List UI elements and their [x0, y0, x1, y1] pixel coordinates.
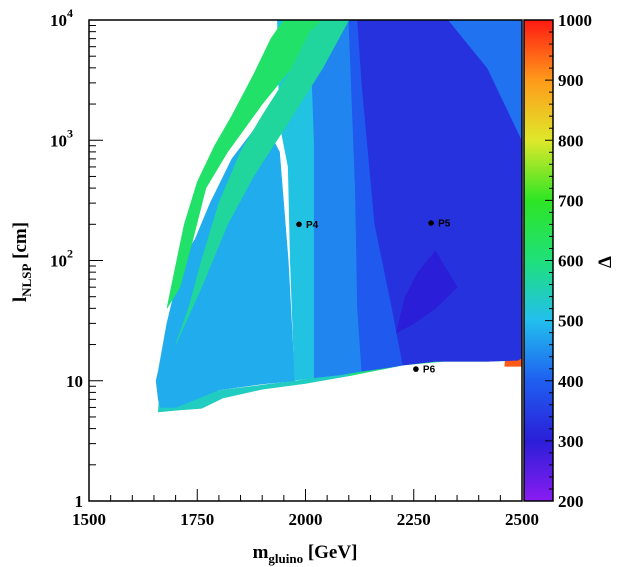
point-p5-label: P5	[438, 219, 451, 230]
x-tick-label: 2000	[289, 510, 323, 529]
colorbar-tick-label: 900	[558, 71, 584, 90]
y-tick-label: 104	[50, 6, 73, 30]
heatmap-region-10	[448, 20, 522, 141]
y-tick-label: 1	[75, 492, 84, 511]
colorbar-title: Δ	[595, 256, 616, 268]
point-p4-label: P4	[306, 220, 319, 231]
x-tick-label: 2250	[397, 510, 431, 529]
y-axis: 1 10 102 103 104	[50, 6, 103, 511]
y-axis-title: lNLSP [cm]	[10, 222, 34, 302]
y-tick-label: 102	[50, 247, 73, 271]
x-tick-label: 1750	[180, 510, 214, 529]
colorbar-tick-label: 600	[558, 252, 584, 271]
colorbar-tick-label: 300	[558, 432, 584, 451]
x-axis-title: mgluino [GeV]	[253, 542, 358, 566]
colorbar-tick-label: 1000	[558, 11, 592, 30]
heatmap-region-11	[395, 250, 458, 334]
y-tick-label: 103	[50, 126, 73, 150]
heatmap-region-13	[175, 20, 350, 345]
colorbar-tick-label: 800	[558, 131, 584, 150]
point-p5-marker	[428, 220, 434, 226]
colorbar-tick-label: 200	[558, 492, 584, 511]
point-p4-marker	[296, 221, 302, 228]
y-tick-label: 10	[66, 372, 83, 391]
x-tick-label: 1500	[72, 510, 106, 529]
point-p6-label: P6	[423, 365, 436, 376]
colorbar-tick-label: 400	[558, 372, 584, 391]
x-axis: 1500 1750 2000 2250 2500	[72, 489, 539, 529]
heatmap-region-9	[357, 20, 522, 366]
heatmap-region-layer	[155, 20, 522, 413]
benchmark-points: P4 P5 P6	[296, 219, 451, 376]
heatmap-region-5	[155, 118, 296, 408]
colorbar-tick-label: 500	[558, 312, 584, 331]
heatmap-region-12	[166, 20, 328, 309]
colorbar-axis: 200 300 400 500 600 700 800 900 1000	[545, 11, 592, 511]
point-p6-marker	[413, 366, 419, 372]
colorbar-tick-label: 700	[558, 191, 584, 210]
x-tick-label: 2500	[505, 510, 539, 529]
